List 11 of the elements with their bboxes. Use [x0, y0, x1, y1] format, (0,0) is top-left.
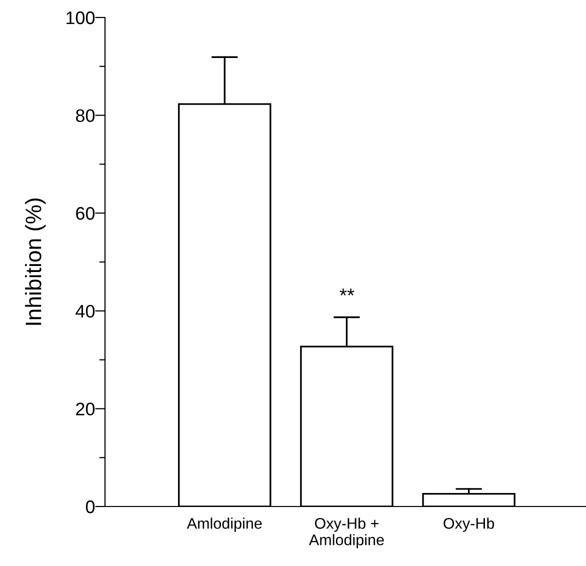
y-tick-label: 40 — [76, 304, 95, 318]
y-axis-title: Inhibition (%) — [24, 198, 46, 325]
y-tick-label: 100 — [66, 11, 95, 24]
y-tick-label: 20 — [76, 402, 95, 416]
x-tick-label: Oxy-Hb + Amlodipine — [308, 518, 384, 548]
x-tick-label: Amlodipine — [186, 518, 262, 532]
x-tick-label: Oxy-Hb — [444, 518, 494, 532]
y-tick-label: 80 — [76, 109, 95, 122]
y-tick-label: 0 — [86, 500, 95, 514]
y-tick-label: 60 — [76, 207, 95, 220]
annotation: ** — [340, 288, 354, 296]
